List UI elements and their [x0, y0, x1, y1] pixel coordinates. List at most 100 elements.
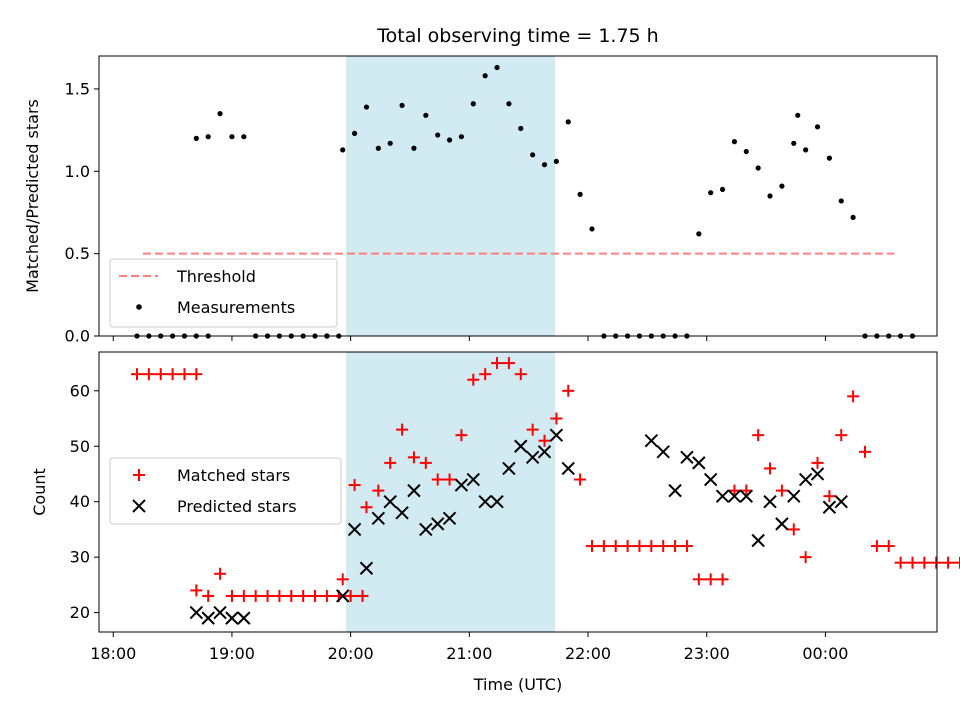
matched-stars-point — [669, 540, 682, 553]
predicted-stars-point — [383, 494, 397, 509]
predicted-stars-point — [727, 489, 742, 503]
predicted-stars-point — [478, 494, 492, 509]
predicted-stars-point — [466, 472, 480, 487]
predicted-stars-point — [419, 522, 433, 537]
predicted-stars-point — [822, 500, 837, 514]
matched-stars-point — [526, 423, 539, 436]
measurements-point — [565, 119, 571, 125]
top-y-tick-label: 0.0 — [65, 327, 90, 346]
predicted-stars-point — [371, 511, 386, 526]
matched-stars-point — [930, 556, 943, 569]
matched-stars-point — [443, 473, 456, 486]
predicted-legend-swatch — [132, 499, 146, 513]
top-series-group — [134, 64, 916, 339]
measurements-point — [518, 125, 524, 132]
measurements-point — [435, 132, 441, 138]
top-plot-frame — [98, 55, 938, 337]
predicted-stars-point — [201, 611, 215, 625]
predicted-stars-point — [775, 517, 789, 531]
bottom-legend: Matched stars Predicted stars — [109, 457, 342, 525]
matched-stars-point — [419, 456, 432, 469]
matched-stars-point — [178, 368, 191, 381]
measurements-point — [577, 191, 583, 197]
measurements-point — [838, 198, 844, 204]
matched-stars-point — [585, 540, 598, 553]
x-tick-label: 22:00 — [565, 644, 611, 663]
matched-stars-point — [166, 368, 179, 381]
matched-stars-point — [609, 540, 622, 553]
matched-stars-point — [348, 479, 361, 492]
top-y-axis-label: Matched/Predicted stars — [23, 99, 42, 293]
measurements-point — [708, 190, 714, 196]
measurements-point — [743, 148, 749, 155]
predicted-stars-point — [549, 428, 564, 442]
top-legend: Threshold Measurements — [109, 258, 338, 328]
matched-stars-point — [202, 589, 215, 602]
bottom-y-tick-label: 50 — [70, 437, 90, 456]
matched-stars-point — [799, 551, 812, 564]
predicted-stars-point — [213, 605, 227, 620]
measurements-point — [814, 124, 821, 130]
matched-stars-point — [384, 456, 397, 469]
bottom-panel: 20 30 40 50 60 18:00 19:00 20:00 21:00 22:00 23:0… — [30, 351, 960, 694]
measurements-legend-swatch — [136, 304, 142, 310]
matched-stars-point — [894, 556, 907, 569]
matched-stars-point — [835, 429, 848, 442]
x-tick-label: 00:00 — [802, 644, 848, 663]
measurements-point — [589, 226, 595, 232]
measurements-point — [553, 158, 559, 165]
matched-stars-point — [130, 368, 143, 381]
measurements-point — [494, 64, 500, 71]
measurements-point — [779, 183, 785, 189]
measurements-point — [795, 112, 801, 118]
matched-stars-point — [870, 540, 883, 553]
bottom-legend-box — [109, 457, 342, 525]
measurements-point — [850, 214, 856, 221]
predicted-stars-point — [189, 605, 204, 620]
x-tick-label: 19:00 — [209, 644, 255, 663]
matched-stars-point — [538, 434, 551, 447]
matched-stars-point — [455, 429, 468, 442]
predicted-stars-point — [680, 450, 694, 465]
matched-stars-point — [858, 445, 871, 458]
matched-stars-point — [550, 412, 563, 425]
bottom-y-tick-label: 60 — [70, 381, 90, 400]
matched-stars-point — [621, 540, 634, 553]
chart-title: Total observing time = 1.75 h — [376, 25, 658, 47]
bottom-observing-span — [346, 351, 555, 633]
threshold-legend-label: Threshold — [176, 267, 256, 286]
top-y-ticks: 0.0 0.5 1.0 1.5 — [65, 79, 99, 346]
predicted-stars-point — [810, 467, 825, 481]
matched-stars-point — [190, 368, 203, 381]
measurements-point — [541, 162, 548, 168]
matched-stars-point — [823, 490, 836, 503]
bottom-y-axis-label: Count — [30, 468, 49, 516]
x-tick-label: 18:00 — [90, 644, 136, 663]
measurements-point — [470, 101, 476, 107]
matched-stars-point — [261, 589, 274, 602]
matched-stars-point — [431, 473, 444, 486]
matched-stars-point — [154, 368, 167, 381]
predicted-stars-point — [237, 611, 251, 625]
x-tick-label: 20:00 — [328, 644, 374, 663]
matched-stars-point — [336, 573, 349, 586]
predicted-stars-point — [692, 456, 706, 470]
predicted-stars-point — [347, 522, 362, 537]
matched-stars-point — [692, 573, 705, 586]
predicted-stars-point — [561, 461, 575, 476]
measurements-legend-label: Measurements — [177, 298, 295, 317]
predicted-stars-point — [787, 489, 801, 503]
matched-stars-point — [680, 540, 693, 553]
matched-stars-point — [906, 556, 919, 569]
measurements-point — [696, 231, 702, 237]
matched-stars-point — [502, 357, 515, 370]
matched-stars-point — [190, 584, 203, 597]
matched-stars-point — [237, 589, 250, 602]
top-x-ticks — [112, 336, 826, 341]
predicted-stars-point — [359, 561, 374, 575]
top-legend-box — [109, 258, 338, 328]
top-y-tick-label: 1.0 — [65, 162, 90, 181]
matched-legend-swatch — [133, 469, 145, 481]
measurements-point — [363, 104, 370, 110]
top-y-tick-label: 0.5 — [65, 244, 90, 263]
